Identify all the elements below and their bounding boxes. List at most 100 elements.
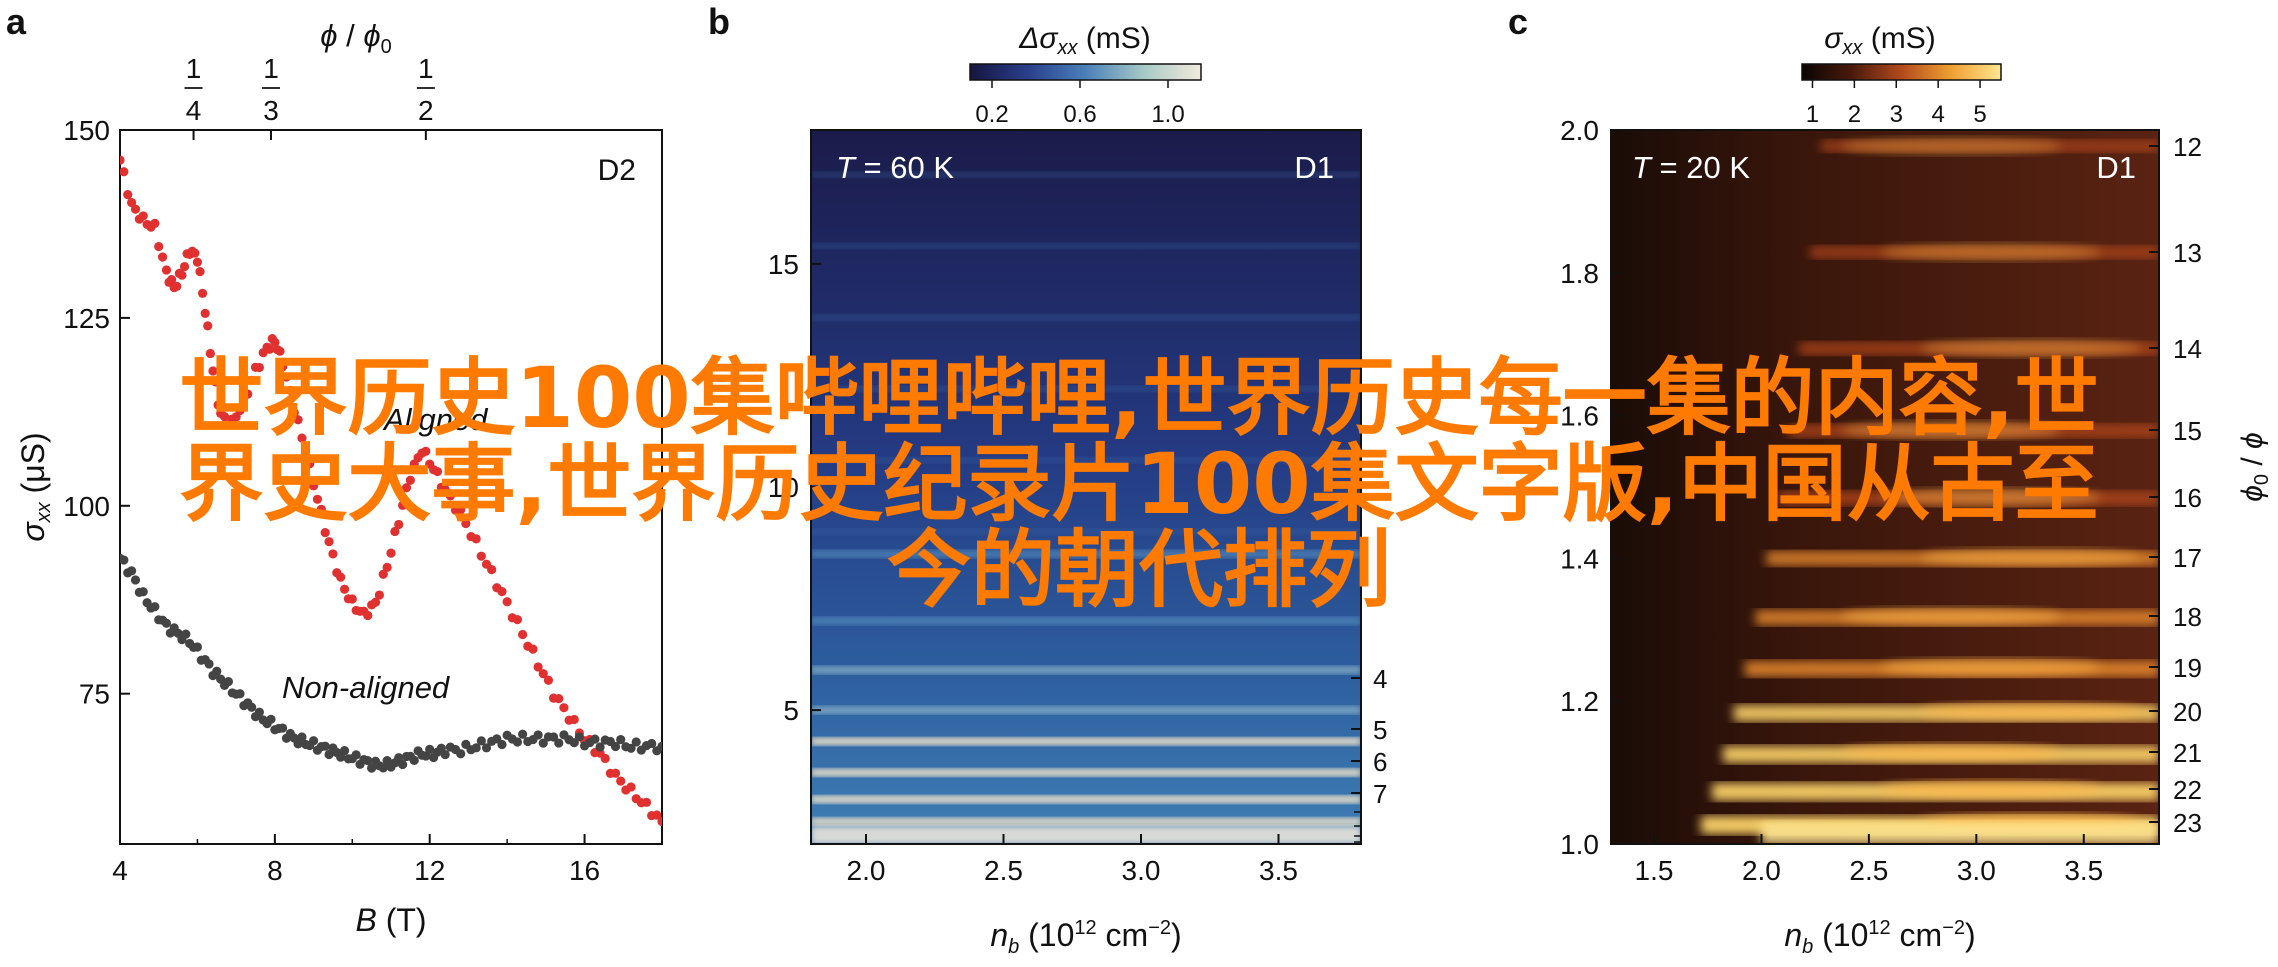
x-tick-label-a: 12 (414, 855, 445, 886)
aligned-point (610, 768, 621, 778)
y-tick-label-a: 75 (79, 679, 110, 710)
colorbar-ticks-b: 0.2 0.6 1.0 (975, 80, 1185, 128)
non-aligned-point (181, 629, 191, 639)
heatmap-peak-c (1841, 421, 2061, 439)
aligned-point (347, 594, 357, 604)
x-tick-label-c: 1.5 (1635, 855, 1674, 886)
y-tick-label-b: 5 (783, 695, 799, 726)
aligned-point (394, 519, 404, 530)
aligned-point (370, 597, 381, 607)
non-aligned-point (378, 763, 388, 773)
y-tick-label-c: 2.0 (1560, 115, 1599, 146)
aligned-point (265, 344, 275, 354)
heatmap-band-c (1761, 822, 2159, 844)
right-tick-label-c: 19 (2173, 653, 2202, 683)
non-aligned-point (150, 602, 160, 612)
x-tick-label-b: 2.0 (847, 855, 886, 886)
colorbar-ticks-c: 1 2 3 4 5 (1806, 80, 1987, 128)
right-tick-label-c: 15 (2173, 416, 2202, 446)
non-aligned-point (440, 749, 450, 760)
heatmap-peak-c (1881, 780, 2101, 798)
non-aligned-point (657, 741, 662, 751)
colorbar-tick-label-c: 4 (1931, 101, 1944, 128)
aligned-point (378, 569, 388, 579)
y-tick-label-c: 1.2 (1560, 686, 1599, 717)
non-aligned-point (610, 741, 621, 752)
colorbar-c (1801, 63, 2002, 81)
non-aligned-point (363, 755, 373, 766)
aligned-point (247, 375, 257, 385)
aligned-point (210, 377, 221, 387)
non-aligned-point (512, 737, 523, 747)
heatmap-peak-c (1881, 658, 2101, 676)
top-tick-denominator-a: 4 (186, 95, 202, 126)
non-aligned-point (631, 737, 641, 747)
non-aligned-point (192, 642, 203, 652)
y-tick-label-c: 1.6 (1560, 401, 1599, 432)
non-aligned-point (626, 743, 636, 753)
colorbar-tick-label-c: 1 (1806, 101, 1819, 128)
aligned-point (285, 385, 295, 396)
heatmap-peak-c (1841, 607, 2061, 625)
aligned-point (219, 412, 230, 422)
non-aligned-point (235, 689, 245, 699)
aligned-point (456, 505, 466, 515)
non-aligned-point (212, 666, 222, 676)
aligned-point (339, 584, 350, 594)
aligned-point (398, 500, 408, 510)
x-tick-label-c: 2.5 (1849, 855, 1888, 886)
non-aligned-point (476, 736, 486, 746)
x-tick-label-a: 4 (112, 855, 128, 886)
aligned-point (123, 190, 133, 200)
aligned-point (502, 597, 512, 607)
aligned-point (297, 433, 307, 443)
non-aligned-point (308, 736, 319, 746)
aligned-point (167, 275, 177, 285)
non-aligned-point (394, 753, 404, 763)
panel-letter-b: b (708, 1, 730, 42)
aligned-point (161, 265, 172, 275)
x-tick-label-c: 2.0 (1742, 855, 1781, 886)
non-aligned-point (456, 749, 466, 759)
aligned-point (301, 451, 311, 462)
non-aligned-point (120, 555, 129, 565)
non-aligned-point (127, 566, 137, 576)
aligned-point (440, 484, 450, 495)
aligned-point (172, 281, 182, 291)
aligned-point (150, 218, 160, 228)
axes-c: 1.5 2.0 2.5 3.0 3.5 1.0 1.2 1.4 1.6 1.8 2.0 12 13 14 1… (1560, 115, 2202, 886)
y-tick-label-c: 1.8 (1560, 258, 1599, 289)
right-tick-label-b: 4 (1373, 664, 1387, 694)
aligned-point (120, 167, 129, 177)
non-aligned-point (293, 739, 303, 749)
right-tick-label-c: 18 (2173, 602, 2202, 632)
non-aligned-point (278, 723, 288, 733)
x-tick-label-a: 16 (569, 855, 600, 886)
non-aligned-point (161, 618, 172, 628)
non-aligned-point (471, 743, 481, 753)
aligned-point (179, 261, 190, 272)
series-points-a (120, 155, 662, 827)
aligned-point (390, 526, 400, 537)
aligned-point (312, 494, 323, 504)
non-aligned-point (533, 730, 543, 740)
aligned-point (533, 662, 543, 672)
aligned-point (652, 810, 662, 820)
aligned-point (130, 204, 141, 214)
panel-letter-a: a (6, 1, 27, 42)
x-tick-label-b: 2.5 (984, 855, 1023, 886)
right-tick-label-b: 5 (1373, 715, 1387, 745)
heatmap-band-b (811, 457, 1361, 464)
colorbar-tick-label-b: 1.0 (1151, 101, 1184, 128)
aligned-point (374, 590, 384, 600)
colorbar-tick-label-b: 0.2 (975, 101, 1008, 128)
top-axis-a: 1 4 1 3 1 2 (184, 53, 435, 140)
aligned-point (405, 475, 415, 485)
aligned-point (543, 675, 554, 685)
x-tick-label-a: 8 (267, 855, 283, 886)
aligned-point (324, 537, 334, 547)
y-axis-label-a: σxx (μS) (15, 432, 55, 541)
heatmap-band-b (811, 768, 1361, 777)
right-tick-label-c: 12 (2173, 132, 2202, 162)
